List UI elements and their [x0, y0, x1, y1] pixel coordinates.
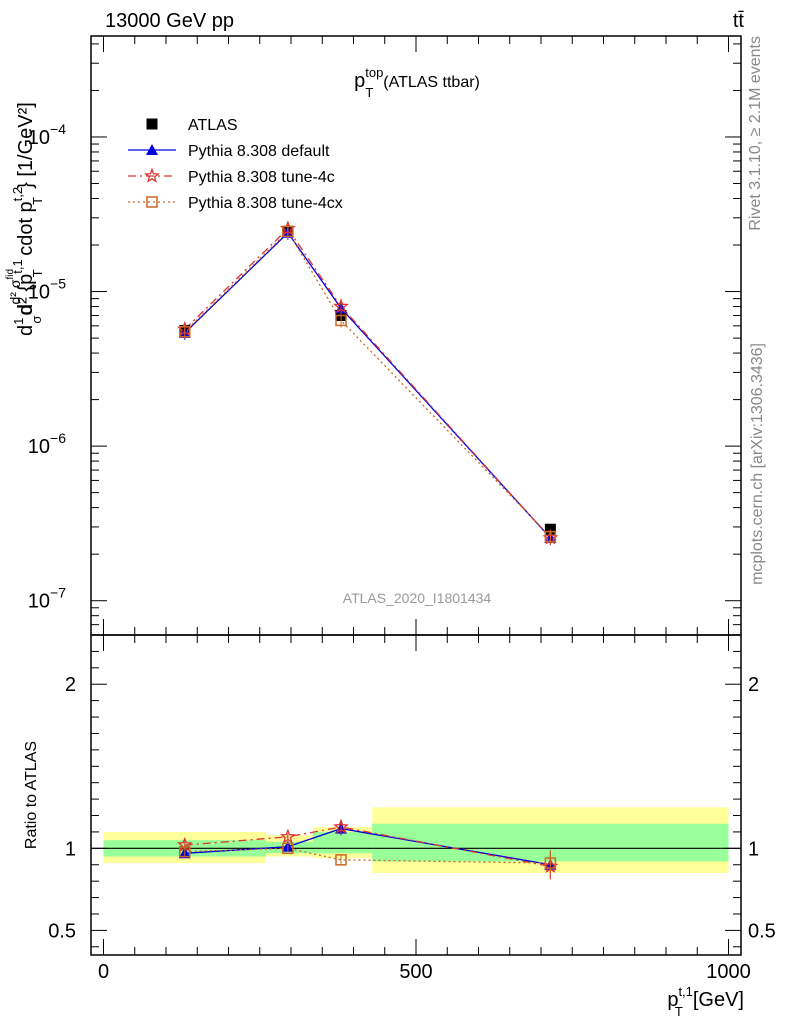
main-panel: 10−710−610−510−4 ptop T(ATLAS ttbar) ATLA…: [5, 35, 742, 636]
series-line: [184, 227, 551, 539]
data-point: [179, 325, 191, 338]
main-title: ptop T(ATLAS ttbar): [354, 65, 480, 100]
series-line: [184, 230, 551, 538]
data-point: [335, 314, 347, 327]
x-axis-label: pt,1 T[GeV]: [667, 984, 744, 1019]
legend-marker: [146, 118, 158, 130]
y-tick-label: 10−4: [28, 121, 66, 149]
main-y-axis: 10−710−610−510−4: [28, 43, 741, 636]
mcplots-label: mcplots.cern.ch [arXiv:1306.3436]: [749, 343, 766, 585]
ratio-data-point: [282, 842, 294, 855]
data-point: [544, 523, 556, 535]
ratio-y-axis-label: Ratio to ATLAS: [23, 741, 40, 849]
ratio-panel: 0.5 0.5 1 1 2 2 0 500 1000 Ratio to ATLAS pt,1 T…: [23, 634, 776, 1019]
y-tick-label: 10−5: [28, 276, 66, 304]
x-tick-label: 1000: [706, 961, 751, 983]
legend-label: Pythia 8.308 tune-4cx: [188, 195, 343, 212]
data-point: [282, 225, 294, 238]
main-plot-area: [176, 220, 559, 545]
ratio-y-tick-label-right: 0.5: [748, 920, 776, 942]
ratio-data-point: [544, 857, 557, 869]
ratio-plot-area: [91, 807, 741, 880]
legend-label: Pythia 8.308 default: [188, 143, 330, 160]
y-tick-base: 10: [28, 127, 50, 149]
ratio-y-axis: 0.5 0.5 1 1 2 2: [48, 650, 776, 948]
ratio-y-tick-label: 2: [65, 674, 76, 696]
ratio-frame: [90, 634, 742, 956]
main-y-axis-label: d1 σdd² σfidd² {pt,1 T cdot pt,2 T} [1/GeV²…: [5, 102, 45, 336]
watermark: ATLAS_2020_I1801434: [343, 590, 492, 606]
ratio-data-point: [335, 854, 347, 866]
legend-label: ATLAS: [188, 117, 238, 134]
main-x-ticks: [103, 36, 729, 635]
data-point: [544, 530, 557, 543]
y-tick-base: 10: [28, 436, 50, 458]
y-tick-exp: −7: [50, 585, 66, 601]
ratio-y-tick-label: 0.5: [48, 920, 76, 942]
legend: ATLAS Pythia 8.308 default Pythia 8.308 tu…: [128, 117, 343, 212]
ratio-data-point: [279, 828, 296, 844]
y-tick-base: 10: [28, 591, 50, 613]
x-tick-label: 500: [399, 961, 432, 983]
ratio-data-point: [333, 818, 349, 834]
ratio-data-point: [179, 845, 191, 858]
ratio-x-axis: 0 500 1000: [98, 635, 751, 983]
data-point: [333, 298, 349, 314]
y-tick-base: 10: [28, 282, 50, 304]
legend-marker: [146, 144, 158, 155]
legend-marker: [144, 167, 160, 183]
ratio-y-tick-label-right: 2: [748, 674, 759, 696]
rivet-version-label: Rivet 3.1.10, ≥ 2.1M events: [747, 36, 764, 231]
x-tick-label: 0: [98, 961, 109, 983]
y-tick-exp: −6: [50, 430, 66, 446]
y-tick-label: 10−6: [28, 430, 66, 458]
legend-label: Pythia 8.308 tune-4c: [188, 169, 335, 186]
ratio-y-tick-label: 1: [65, 838, 76, 860]
y-tick-exp: −4: [50, 121, 66, 137]
process-label: 13000 GeV pp: [105, 10, 234, 32]
series-line: [184, 231, 551, 539]
ratio-series-line: [184, 826, 551, 868]
y-tick-exp: −5: [50, 276, 66, 292]
ratio-y-tick-label-right: 1: [748, 838, 759, 860]
legend-marker: [146, 196, 158, 208]
y-tick-label: 10−7: [28, 585, 66, 613]
ratio-series-line: [184, 847, 551, 864]
final-state-label: tt̄: [733, 10, 745, 32]
